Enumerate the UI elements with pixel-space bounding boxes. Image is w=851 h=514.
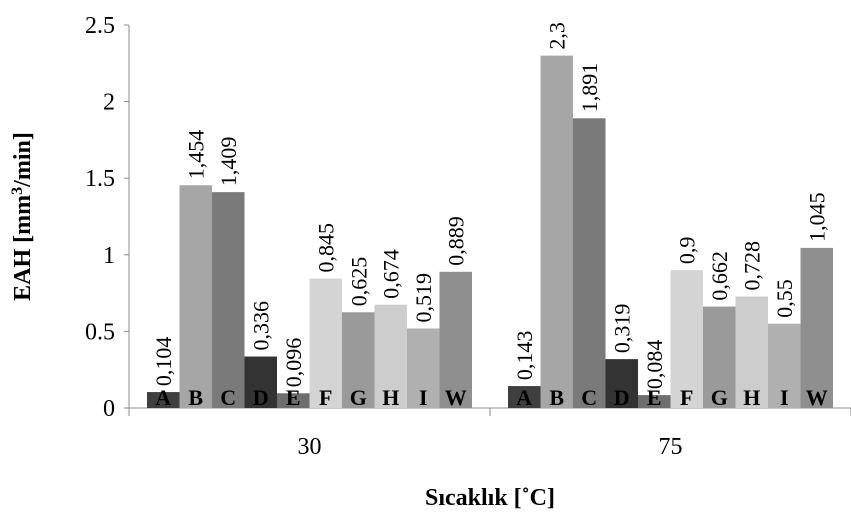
bar-value-label: 0,625 (346, 257, 371, 307)
bar-series-letter: H (382, 385, 399, 410)
bar-w (439, 271, 472, 408)
bar-d (605, 359, 638, 408)
bar-series-letter: A (155, 385, 171, 410)
y-tick-label: 1 (103, 243, 115, 269)
bar-w (800, 247, 833, 408)
bar-h (374, 304, 407, 408)
bar-value-label: 1,454 (184, 130, 209, 180)
bar-value-label: 0,084 (642, 340, 667, 390)
bar-f (670, 270, 703, 408)
bar-series-letter: H (743, 385, 760, 410)
bar-value-label: 0,889 (444, 216, 469, 266)
y-axis-ticks: 0 0.5 1 1.5 2 2.5 (85, 13, 129, 422)
bar-value-label: 0,336 (249, 301, 274, 351)
bar-h (735, 296, 768, 408)
bar-value-label: 1,045 (805, 192, 830, 242)
bar-series-letter: F (319, 385, 332, 410)
bar-series-letter: G (350, 385, 367, 410)
bar-series-letter: B (549, 385, 564, 410)
bar-value-label: 0,662 (707, 251, 732, 301)
y-tick-label: 2.5 (85, 13, 115, 39)
bar-e (638, 395, 671, 408)
bar-i (768, 323, 801, 408)
bar-series-letter: B (188, 385, 203, 410)
bar-value-label: 0,728 (740, 241, 765, 291)
bar-series-letter: I (780, 385, 789, 410)
y-axis-title-tail: /min] (10, 132, 36, 188)
bar-series-letter: D (253, 385, 269, 410)
bars-group: A0,104B1,454C1,409D0,336E0,096F0,845G0,6… (147, 22, 833, 410)
bar-b (179, 185, 212, 408)
bar-series-letter: C (220, 385, 236, 410)
bar-value-label: 1,409 (216, 137, 241, 187)
bar-value-label: 0,55 (772, 279, 797, 318)
y-tick-label: 1.5 (85, 166, 115, 192)
y-tick-label: 0 (103, 396, 115, 422)
bar-d (244, 356, 277, 408)
bar-value-label: 0,096 (281, 338, 306, 388)
bar-series-letter: A (516, 385, 532, 410)
x-axis-categories: 30 75 (128, 408, 851, 460)
bar-series-letter: F (680, 385, 693, 410)
bar-a (508, 386, 541, 408)
bar-series-letter: W (445, 385, 467, 410)
x-category-label: 75 (659, 434, 683, 460)
x-category-label: 30 (298, 434, 322, 460)
bar-series-letter: I (419, 385, 428, 410)
bar-series-letter: E (286, 385, 301, 410)
bar-c (212, 192, 245, 408)
bar-c (573, 118, 606, 408)
bar-b (540, 55, 573, 408)
y-axis-title-superscript: 3 (9, 187, 26, 195)
y-tick-label: 2 (103, 90, 115, 116)
y-axis-title-main: EAH [mm (10, 195, 36, 301)
bar-a (147, 392, 180, 408)
bar-f (309, 278, 342, 408)
bar-value-label: 0,143 (512, 331, 537, 381)
bar-g (342, 312, 375, 408)
bar-series-letter: C (581, 385, 597, 410)
bar-value-label: 0,319 (610, 304, 635, 354)
bar-series-letter: D (614, 385, 630, 410)
bar-i (407, 328, 440, 408)
bar-e (277, 393, 310, 408)
bar-value-label: 0,9 (675, 237, 700, 265)
y-tick-label: 0.5 (85, 319, 115, 345)
y-axis-title: EAH [mm3/min] (9, 132, 37, 301)
bar-value-label: 0,519 (411, 273, 436, 323)
bar-value-label: 0,104 (151, 337, 176, 387)
bar-series-letter: W (806, 385, 828, 410)
bar-series-letter: G (711, 385, 728, 410)
bar-value-label: 0,674 (379, 249, 404, 299)
bar-value-label: 1,891 (577, 63, 602, 113)
bar-series-letter: E (647, 385, 662, 410)
bar-value-label: 0,845 (314, 223, 339, 273)
bar-g (703, 306, 736, 408)
x-axis-title: Sıcaklık [˚C] (425, 485, 555, 511)
bar-value-label: 2,3 (545, 22, 570, 50)
